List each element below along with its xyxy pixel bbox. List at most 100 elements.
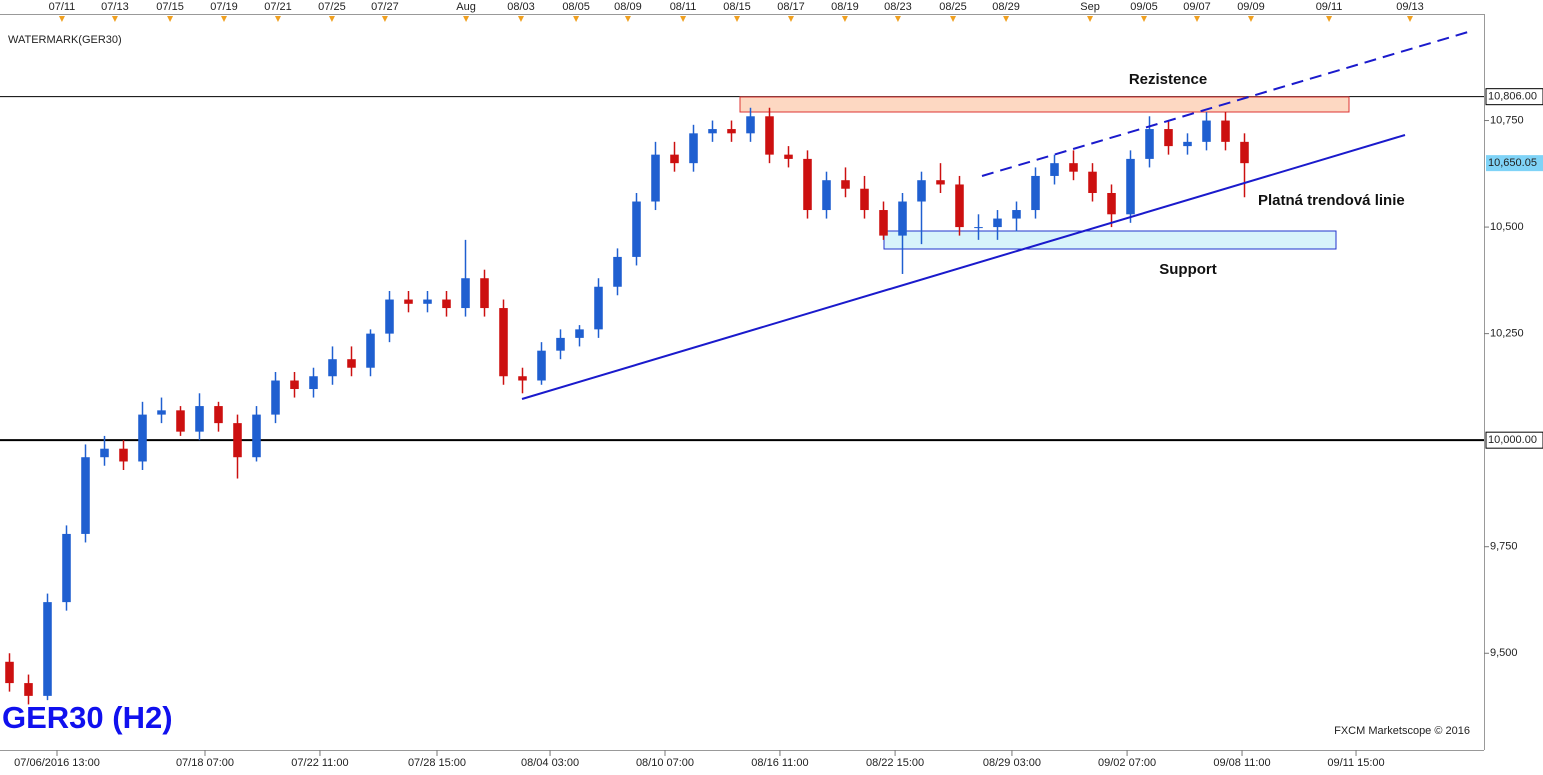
x-tick-label-top: 07/13 — [101, 1, 129, 13]
x-tick-marker — [841, 16, 848, 22]
x-tick-label-top: 07/27 — [371, 1, 399, 13]
candle-body — [651, 154, 660, 202]
candle-body — [917, 180, 926, 202]
x-tick-label-top: 09/07 — [1183, 1, 1211, 13]
trend-line — [521, 134, 1406, 400]
x-tick-marker — [58, 16, 65, 22]
candle-body — [24, 683, 33, 696]
x-tick-marker — [680, 16, 687, 22]
candle-body — [385, 299, 394, 334]
candle-body — [1050, 163, 1059, 176]
x-tick-marker — [517, 16, 524, 22]
y-tick-label: 9,500 — [1490, 647, 1518, 659]
candle-body — [1069, 163, 1078, 172]
y-tick-label: 10,500 — [1490, 221, 1524, 233]
candle-body — [366, 333, 375, 368]
x-tick-marker — [1087, 16, 1094, 22]
support-zone — [883, 230, 1337, 250]
candle-body — [442, 299, 451, 309]
x-tick-label-top: 08/05 — [562, 1, 590, 13]
level-box — [1485, 88, 1543, 106]
candle-body — [252, 414, 261, 458]
x-tick-label: 09/02 07:00 — [1098, 757, 1156, 769]
x-tick-label-top: 09/09 — [1237, 1, 1265, 13]
candle-body — [404, 299, 413, 304]
resistance-zone — [739, 96, 1350, 113]
candle-body — [765, 116, 774, 155]
candle-body — [1240, 141, 1249, 164]
candle-body — [822, 180, 831, 211]
x-tick-marker — [624, 16, 631, 22]
candle-body — [176, 410, 185, 432]
annotation: Support — [1159, 261, 1217, 278]
x-tick-label-top: 08/19 — [831, 1, 859, 13]
candle-body — [328, 359, 337, 377]
level-box — [1486, 155, 1543, 172]
candle-body — [62, 533, 71, 603]
x-tick-label-top: 07/15 — [156, 1, 184, 13]
candle-body — [1031, 175, 1040, 211]
candle-body — [1107, 192, 1116, 215]
x-tick-label-top: 08/25 — [939, 1, 967, 13]
candle-body — [670, 154, 679, 164]
candle-body — [784, 154, 793, 159]
candle-body — [1221, 120, 1230, 142]
candle-body — [195, 406, 204, 432]
x-tick-label-top: 08/23 — [884, 1, 912, 13]
x-tick-marker — [1247, 16, 1254, 22]
candle-body — [347, 359, 356, 368]
candle-body — [214, 406, 223, 424]
x-tick-label: 08/22 15:00 — [866, 757, 924, 769]
candle-body — [157, 410, 166, 415]
x-tick-marker — [894, 16, 901, 22]
x-tick-label-top: 08/29 — [992, 1, 1020, 13]
x-tick-label-top: 07/11 — [49, 1, 76, 13]
candle-body — [556, 337, 565, 351]
candle-body — [841, 180, 850, 189]
candle-body — [138, 414, 147, 462]
candle-body — [898, 201, 907, 236]
x-tick-label-top: 09/13 — [1396, 1, 1424, 13]
candle-body — [461, 278, 470, 309]
candle-body — [1202, 120, 1211, 142]
candle-body — [708, 129, 717, 134]
candle-body — [119, 448, 128, 462]
candle-body — [613, 256, 622, 287]
x-tick-label-top: Sep — [1080, 1, 1100, 13]
x-tick-label-top: 08/15 — [723, 1, 751, 13]
x-tick-label: 08/10 07:00 — [636, 757, 694, 769]
x-tick-label-top: 08/11 — [670, 1, 697, 13]
candle-body — [5, 661, 14, 684]
y-tick-label: 9,750 — [1490, 541, 1518, 553]
candle-body — [518, 376, 527, 381]
x-tick-marker — [1194, 16, 1200, 22]
x-tick-marker — [734, 16, 741, 22]
candle-body — [594, 286, 603, 330]
level-box — [1485, 431, 1543, 449]
candle-body — [290, 380, 299, 390]
candle-body — [271, 380, 280, 415]
annotation: Platná trendová linie — [1258, 192, 1405, 209]
candle-body — [803, 158, 812, 211]
x-tick-marker — [463, 16, 470, 22]
candle-body — [499, 308, 508, 377]
candle-body — [1126, 158, 1135, 215]
x-tick-marker — [167, 16, 174, 22]
x-tick-marker — [274, 16, 281, 22]
x-tick-label-top: 07/25 — [318, 1, 346, 13]
y-tick-label: 10,750 — [1490, 114, 1524, 126]
candle-body — [1183, 141, 1192, 147]
candle-body — [879, 210, 888, 236]
candle-body — [860, 188, 869, 211]
candle-body — [746, 116, 755, 134]
x-tick-label: 09/08 11:00 — [1213, 757, 1270, 769]
credit: FXCM Marketscope © 2016 — [1334, 725, 1470, 737]
x-tick-label-top: 08/03 — [507, 1, 535, 13]
candle-body — [689, 133, 698, 164]
candle-body — [100, 448, 109, 458]
candle-body — [1088, 171, 1097, 193]
x-tick-marker — [221, 16, 228, 22]
x-tick-label: 07/18 07:00 — [176, 757, 234, 769]
candle-body — [1012, 210, 1021, 219]
